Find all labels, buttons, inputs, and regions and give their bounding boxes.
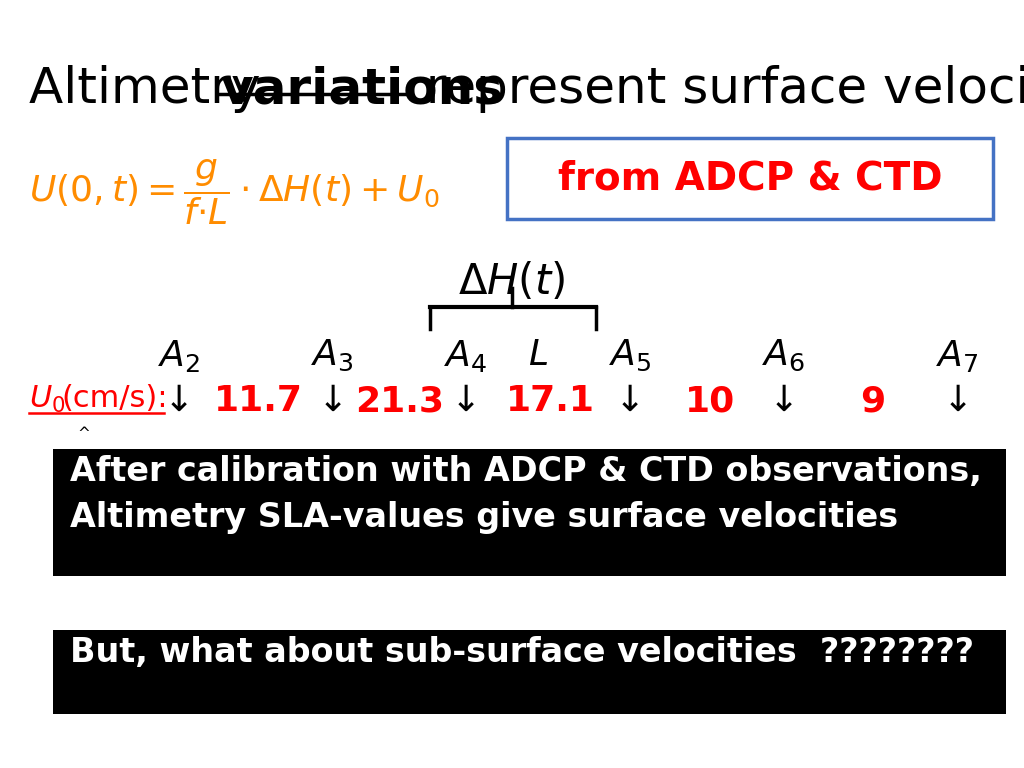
- Text: After calibration with ADCP & CTD observations,: After calibration with ADCP & CTD observ…: [70, 455, 982, 488]
- Text: represent surface velocity: represent surface velocity: [410, 65, 1024, 113]
- Text: $A_5$: $A_5$: [608, 338, 651, 373]
- Text: But, what about sub-surface velocities  ????????: But, what about sub-surface velocities ?…: [70, 636, 974, 669]
- FancyBboxPatch shape: [507, 138, 993, 219]
- Text: (cm/s):: (cm/s):: [61, 384, 168, 413]
- Text: 9: 9: [860, 384, 885, 418]
- Text: ↓: ↓: [768, 384, 799, 418]
- Text: $\mathit{U}_0$: $\mathit{U}_0$: [29, 384, 66, 415]
- Text: 21.3: 21.3: [355, 384, 443, 418]
- Text: $\mathit{\Delta H(t)}$: $\mathit{\Delta H(t)}$: [459, 261, 565, 303]
- Text: $A_6$: $A_6$: [762, 338, 805, 373]
- Text: ↓: ↓: [614, 384, 645, 418]
- Text: variations: variations: [220, 65, 503, 113]
- Text: $A_7$: $A_7$: [936, 338, 979, 374]
- Text: ↓: ↓: [164, 384, 195, 418]
- Text: Altimetry: Altimetry: [29, 65, 276, 113]
- Text: 11.7: 11.7: [214, 384, 302, 418]
- Text: ↓: ↓: [942, 384, 973, 418]
- Text: from ADCP & CTD: from ADCP & CTD: [558, 159, 943, 197]
- Text: $A_2$: $A_2$: [158, 338, 201, 374]
- Text: ↓: ↓: [317, 384, 348, 418]
- Text: $A_3$: $A_3$: [311, 338, 354, 373]
- Text: ↓: ↓: [451, 384, 481, 418]
- Bar: [53, 630, 1006, 714]
- Text: Altimetry SLA-values give surface velocities: Altimetry SLA-values give surface veloci…: [70, 501, 898, 534]
- Text: ^: ^: [78, 426, 90, 442]
- Text: $A_4$: $A_4$: [444, 338, 487, 374]
- Text: $L$: $L$: [527, 338, 548, 372]
- Text: 10: 10: [684, 384, 735, 418]
- Text: $\mathit{U}(0,t) = \dfrac{g}{f{\cdot}L} \cdot \Delta H(t) + U_0$: $\mathit{U}(0,t) = \dfrac{g}{f{\cdot}L} …: [29, 157, 439, 227]
- Text: 17.1: 17.1: [507, 384, 595, 418]
- Bar: [53, 449, 1006, 576]
